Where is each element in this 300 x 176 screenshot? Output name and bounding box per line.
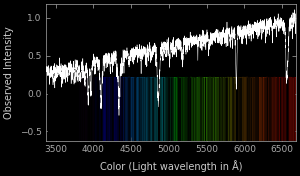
X-axis label: Color (Light wavelength in Å): Color (Light wavelength in Å) — [100, 160, 242, 172]
Bar — [236, 77, 237, 140]
Bar — [158, 77, 159, 140]
Y-axis label: Observed Intensity: Observed Intensity — [4, 26, 14, 119]
